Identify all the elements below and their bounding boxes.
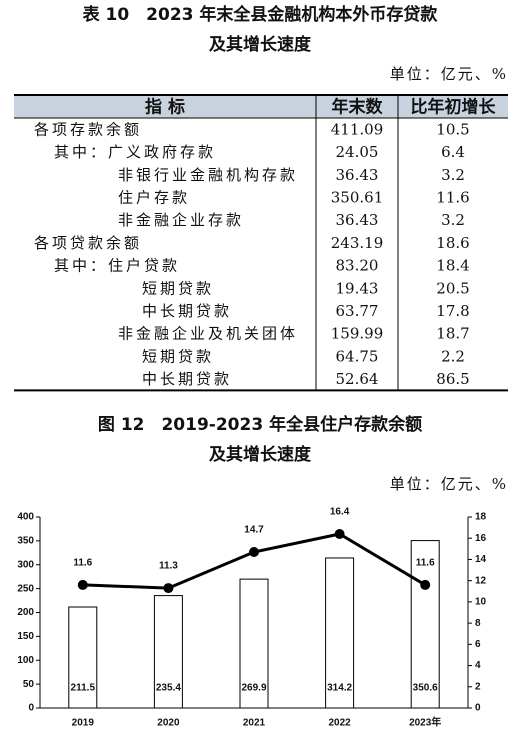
- cell-value: 64.75: [336, 347, 379, 365]
- x-tick-label: 2023年: [409, 716, 441, 729]
- chart-title: 图 12 2019-2023 年全县住户存款余额: [98, 414, 422, 435]
- bar: [325, 557, 355, 709]
- cell-value: 20.5: [436, 279, 469, 297]
- cell-value: 2.2: [441, 347, 465, 365]
- cell-value: 86.5: [436, 370, 469, 388]
- data-label: 269.9: [241, 683, 266, 694]
- y-tick-label: 50: [23, 679, 35, 690]
- cell-value: 18.7: [436, 325, 469, 343]
- y2-tick-label: 6: [475, 639, 481, 650]
- row-label: 短期贷款: [142, 279, 214, 297]
- cell-value: 411.09: [331, 120, 384, 138]
- bar: [239, 578, 269, 709]
- unit: 单位：亿元、%: [390, 65, 508, 83]
- table-title: 表 10 2023 年末全县金融机构本外币存贷款: [83, 4, 439, 25]
- data-label: 14.7: [244, 525, 264, 536]
- row-label: 住户存款: [118, 188, 190, 206]
- column-header: 年末数: [332, 97, 384, 118]
- header-bg: [14, 95, 508, 118]
- y2-tick-label: 8: [475, 618, 481, 629]
- cell-value: 19.43: [336, 279, 379, 297]
- y2-tick-label: 16: [475, 533, 487, 544]
- row-label: 各项贷款余额: [34, 234, 142, 252]
- cell-value: 18.4: [436, 257, 469, 275]
- cell-value: 350.61: [331, 188, 384, 206]
- data-label: 211.5: [71, 683, 96, 694]
- row-label: 非银行业金融机构存款: [118, 166, 298, 184]
- cell-value: 36.43: [336, 211, 379, 229]
- bar: [153, 595, 183, 709]
- y-tick-label: 250: [17, 583, 34, 594]
- cell-value: 17.8: [436, 302, 469, 320]
- x-tick-label: 2021: [243, 718, 266, 729]
- data-label: 11.6: [416, 558, 435, 569]
- cell-value: 6.4: [441, 143, 465, 161]
- bar: [68, 606, 98, 709]
- y2-tick-label: 14: [475, 554, 487, 565]
- y2-tick-label: 2: [475, 681, 481, 692]
- cell-value: 18.6: [436, 234, 469, 252]
- cell-value: 83.20: [336, 257, 379, 275]
- cell-value: 63.77: [336, 302, 379, 320]
- row-label: 各项存款余额: [34, 120, 142, 138]
- cell-value: 159.99: [331, 325, 384, 343]
- row-label: 中长期贷款: [142, 302, 232, 320]
- unit: 单位：亿元、%: [390, 475, 508, 493]
- y2-tick-label: 0: [475, 703, 481, 714]
- row-label: 短期贷款: [142, 347, 214, 365]
- table-title: 及其增长速度: [209, 34, 312, 55]
- x-tick-label: 2020: [157, 718, 180, 729]
- row-label: 非金融企业及机关团体: [118, 325, 298, 343]
- bar: [410, 540, 440, 709]
- chart-subtitle: 及其增长速度: [209, 444, 312, 465]
- y-tick-label: 300: [17, 559, 34, 570]
- y2-tick-label: 10: [475, 597, 487, 608]
- cell-value: 3.2: [441, 211, 465, 229]
- y2-tick-label: 12: [475, 575, 487, 586]
- data-label: 314.2: [327, 683, 352, 694]
- column-header: 指 标: [145, 97, 185, 118]
- x-tick-label: 2022: [328, 718, 351, 729]
- row-label: 其中：广义政府存款: [54, 143, 216, 161]
- point: [334, 528, 345, 539]
- point: [163, 583, 174, 594]
- data-label: 11.3: [159, 561, 178, 572]
- point: [77, 579, 88, 590]
- cell-value: 10.5: [436, 120, 469, 138]
- y2-tick-label: 18: [475, 512, 487, 523]
- cell-value: 3.2: [441, 166, 465, 184]
- data-label: 235.4: [156, 683, 181, 694]
- column-header: 比年初增长: [411, 97, 497, 118]
- row-label: 其中：住户贷款: [54, 257, 180, 275]
- cell-value: 11.6: [436, 188, 469, 206]
- y-tick-label: 0: [28, 703, 34, 714]
- data-label: 350.6: [413, 683, 438, 694]
- y-tick-label: 100: [17, 655, 34, 666]
- data-label: 11.6: [73, 558, 92, 569]
- y-tick-label: 150: [17, 631, 34, 642]
- y-tick-label: 350: [17, 536, 34, 547]
- point: [420, 579, 431, 590]
- y-tick-label: 400: [17, 512, 34, 523]
- data-label: 16.4: [330, 507, 350, 518]
- x-tick-label: 2019: [72, 718, 95, 729]
- cell-value: 24.05: [336, 143, 379, 161]
- row-label: 非金融企业存款: [118, 211, 244, 229]
- point: [249, 547, 259, 558]
- row-label: 中长期贷款: [142, 370, 232, 388]
- y-tick-label: 200: [17, 607, 34, 618]
- cell-value: 52.64: [336, 370, 379, 388]
- cell-value: 243.19: [331, 234, 384, 252]
- cell-value: 36.43: [336, 166, 379, 184]
- y2-tick-label: 4: [475, 660, 481, 671]
